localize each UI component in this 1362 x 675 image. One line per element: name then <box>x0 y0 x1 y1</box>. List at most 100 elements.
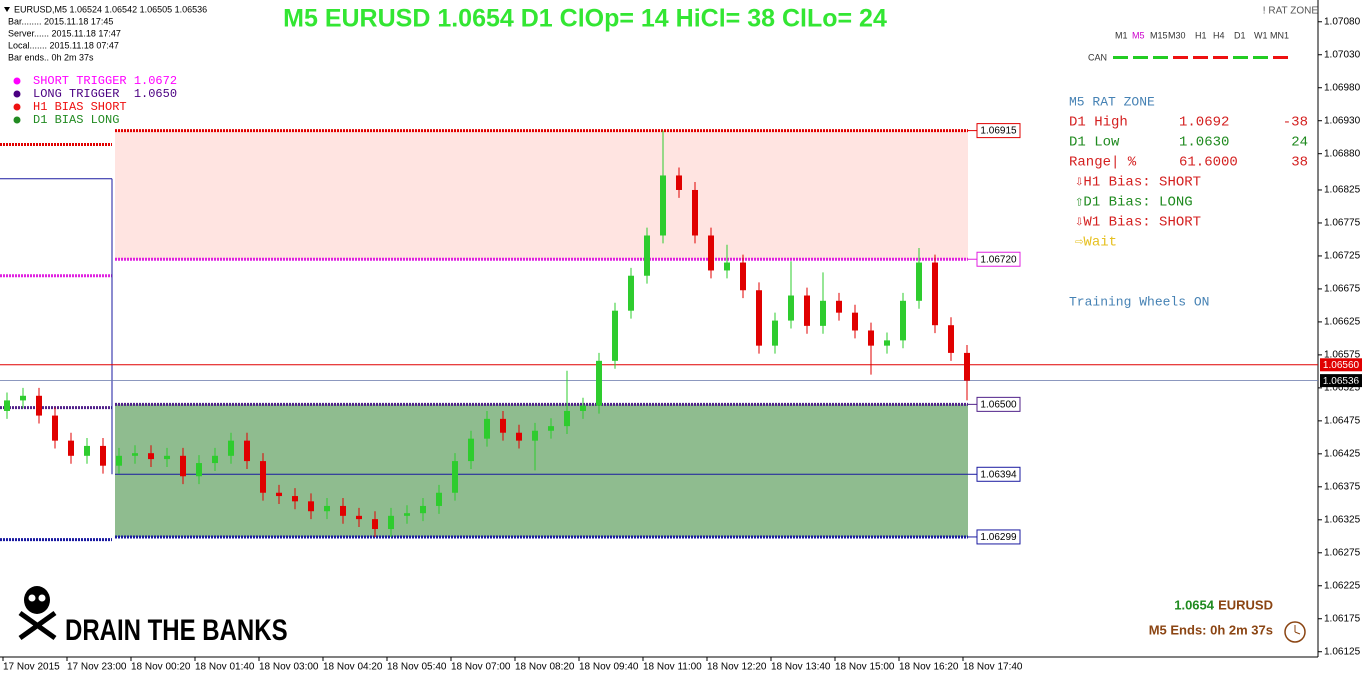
y-tick-label: 1.06675 <box>1324 284 1361 295</box>
candle-body <box>36 395 42 416</box>
candles <box>4 130 970 537</box>
levels: 1.06915 1.06720 1.06560 1.06536 1.06500 1.063… <box>0 123 1362 545</box>
candle-body <box>100 445 106 466</box>
slogan: DRAIN THE BANKS <box>65 612 288 646</box>
candle-body <box>308 501 314 512</box>
candle-body <box>4 400 10 411</box>
panel-cell: 61.6000 <box>1179 155 1238 171</box>
info-symbol: EURUSD,M5 1.06524 1.06542 1.06505 1.0653… <box>14 4 207 14</box>
candle-body <box>212 455 218 464</box>
timeframe: W1 <box>1254 30 1268 40</box>
can-dash <box>1133 56 1148 59</box>
y-tick-label: 1.07030 <box>1324 49 1361 60</box>
timeframe: M15 <box>1150 30 1168 40</box>
candle-body <box>628 275 634 311</box>
x-tick-label: 18 Nov 08:20 <box>515 662 575 673</box>
candle-body <box>484 418 490 439</box>
panel-cell: D1 High <box>1069 115 1128 131</box>
timeframe: H4 <box>1213 30 1225 40</box>
candle-body <box>20 395 26 401</box>
level-box <box>976 251 1021 267</box>
x-tick-label: 18 Nov 13:40 <box>771 662 831 673</box>
candle-body <box>372 519 378 530</box>
candle-body <box>420 505 426 514</box>
legend-dot <box>13 90 21 98</box>
x-tick-label: 17 Nov 2015 <box>3 662 60 673</box>
level-label: 1.06915 <box>980 126 1017 137</box>
level-label: 1.06720 <box>980 254 1017 265</box>
x-tick-label: 18 Nov 15:00 <box>835 662 895 673</box>
axes: 1.07080 1.07030 1.06980 1.06930 1.06880 1.068… <box>2 16 1361 673</box>
candle-body <box>388 515 394 530</box>
candle-body <box>132 453 138 456</box>
y-tick-label: 1.06725 <box>1324 251 1361 262</box>
panel-bias: ⇩W1 Bias: SHORT <box>1075 215 1201 231</box>
level-box <box>976 466 1021 482</box>
y-tick-label: 1.06930 <box>1324 115 1361 126</box>
candle-body <box>804 295 810 326</box>
footer-symbol: EURUSD <box>1218 597 1273 612</box>
chart-title: M5 EURUSD 1.0654 D1 ClOp= 14 HiCl= 38 Cl… <box>283 5 887 33</box>
candle-body <box>340 505 346 516</box>
candle-body <box>740 262 746 291</box>
menu-arrow <box>4 7 10 12</box>
candle-body <box>148 453 154 460</box>
candle-body <box>516 432 522 441</box>
timeframe: M1 <box>1115 30 1128 40</box>
y-tick-label: 1.06225 <box>1324 580 1361 591</box>
candle-body <box>580 405 586 411</box>
candle-body <box>52 415 58 441</box>
legend-dot <box>13 103 21 111</box>
timeframe: M30 <box>1168 30 1186 40</box>
y-tick-label: 1.06825 <box>1324 185 1361 196</box>
candle-body <box>548 426 554 431</box>
candle-body <box>884 340 890 346</box>
level-label: 1.06560 <box>1323 360 1360 371</box>
y-tick-label: 1.06475 <box>1324 415 1361 426</box>
candle-body <box>948 325 954 353</box>
x-tick-label: 18 Nov 07:00 <box>451 662 511 673</box>
texts: M5 EURUSD 1.0654 D1 ClOp= 14 HiCl= 38 Cl… <box>8 4 1318 646</box>
y-tick-label: 1.06980 <box>1324 82 1361 93</box>
level-box <box>976 396 1021 412</box>
y-tick-label: 1.06325 <box>1324 514 1361 525</box>
panel-cell: 1.0630 <box>1179 135 1229 151</box>
timeframe: D1 <box>1234 30 1246 40</box>
candle-body <box>644 235 650 276</box>
timeframe: H1 <box>1195 30 1207 40</box>
panel-bias: ⇨Wait <box>1075 235 1117 251</box>
candle-body <box>916 262 922 301</box>
candle-body <box>116 455 122 466</box>
legend-dot <box>13 116 21 124</box>
x-tick-label: 18 Nov 09:40 <box>579 662 639 673</box>
y-tick-label: 1.06575 <box>1324 350 1361 361</box>
candle-body <box>820 300 826 326</box>
level-label: 1.06394 <box>980 469 1017 480</box>
candle-body <box>292 496 298 502</box>
candle-body <box>708 235 714 271</box>
can-label: CAN <box>1088 52 1107 62</box>
y-tick-label: 1.06275 <box>1324 547 1361 558</box>
panel-cell: 24 <box>1291 135 1308 151</box>
y-tick-label: 1.06625 <box>1324 317 1361 328</box>
can-dash <box>1193 56 1208 59</box>
info-line: Local....... 2015.11.18 07:47 <box>8 40 119 50</box>
panel-cell: 1.0692 <box>1179 115 1229 131</box>
candle-body <box>564 410 570 427</box>
candle-body <box>276 492 282 497</box>
x-tick-label: 18 Nov 01:40 <box>195 662 255 673</box>
candle-body <box>356 515 362 520</box>
x-tick-label: 18 Nov 04:20 <box>323 662 383 673</box>
candle-body <box>84 445 90 456</box>
level-box <box>1320 358 1362 372</box>
x-tick-label: 18 Nov 17:40 <box>963 662 1023 673</box>
info-line: Bar ends.. 0h 2m 37s <box>8 52 94 62</box>
info-line: Bar........ 2015.11.18 17:45 <box>8 16 113 26</box>
candle-body <box>196 463 202 477</box>
level-label: 1.06536 <box>1323 376 1360 387</box>
candle-body <box>756 290 762 346</box>
panel-bias: ⇧D1 Bias: LONG <box>1075 195 1193 211</box>
y-tick-label: 1.06525 <box>1324 383 1361 394</box>
candle-body <box>724 262 730 271</box>
